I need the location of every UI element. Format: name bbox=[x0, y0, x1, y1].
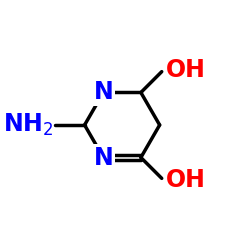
Text: OH: OH bbox=[166, 58, 206, 82]
Text: NH$_2$: NH$_2$ bbox=[3, 112, 53, 138]
Text: N: N bbox=[94, 146, 113, 170]
Text: N: N bbox=[94, 80, 113, 104]
Text: OH: OH bbox=[166, 168, 206, 192]
